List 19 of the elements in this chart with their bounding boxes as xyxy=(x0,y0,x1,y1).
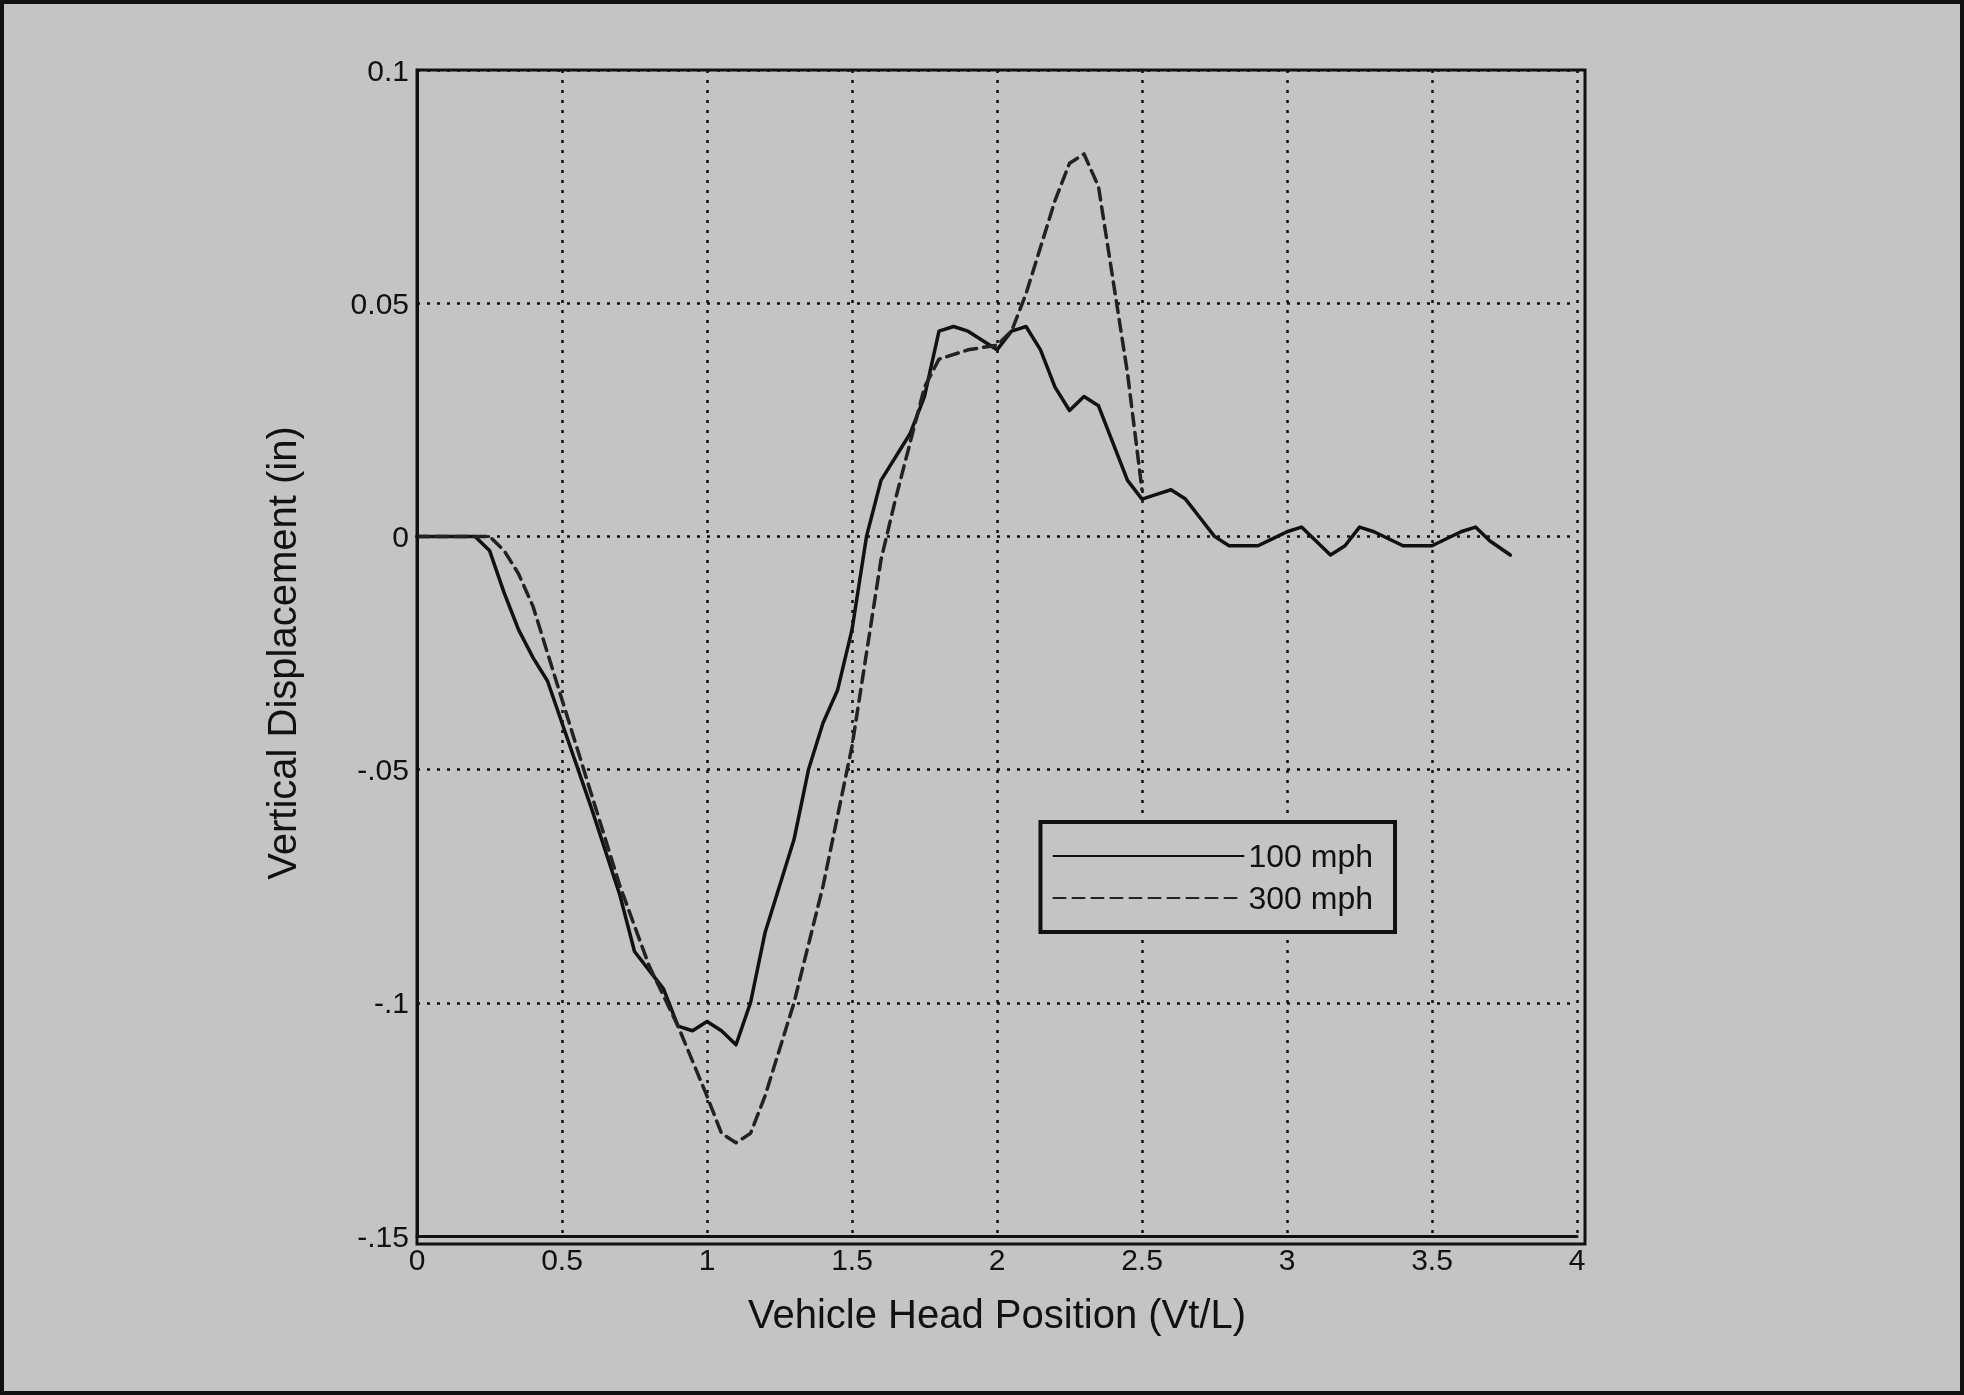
x-tick-label: 3 xyxy=(1278,1242,1296,1276)
text: 300 mph xyxy=(1248,880,1373,916)
x-axis-title: Vehicle Head Position (Vt/L) xyxy=(747,1292,1247,1336)
y-tick-label: -.15 xyxy=(357,1219,409,1253)
y-tick-label: -.1 xyxy=(373,986,409,1020)
y-tick-label: 0.05 xyxy=(350,286,409,320)
text: 100 mph xyxy=(1248,838,1373,874)
y-tick-label: 0.1 xyxy=(367,53,409,87)
x-tick-label: 3.5 xyxy=(1411,1242,1453,1276)
y-axis-title: Vertical Displacement (in) xyxy=(260,426,304,880)
x-tick-label: 2 xyxy=(988,1242,1006,1276)
x-tick-label: 1.5 xyxy=(831,1242,873,1276)
x-tick-label: 4 xyxy=(1568,1242,1586,1276)
x-tick-label: 2.5 xyxy=(1121,1242,1163,1276)
line-series xyxy=(415,152,1144,1145)
x-tick-label: 1 xyxy=(698,1242,716,1276)
y-tick-label: -.05 xyxy=(357,753,409,787)
x-tick-label: 0.5 xyxy=(541,1242,583,1276)
y-tick-label: 0 xyxy=(392,519,409,553)
